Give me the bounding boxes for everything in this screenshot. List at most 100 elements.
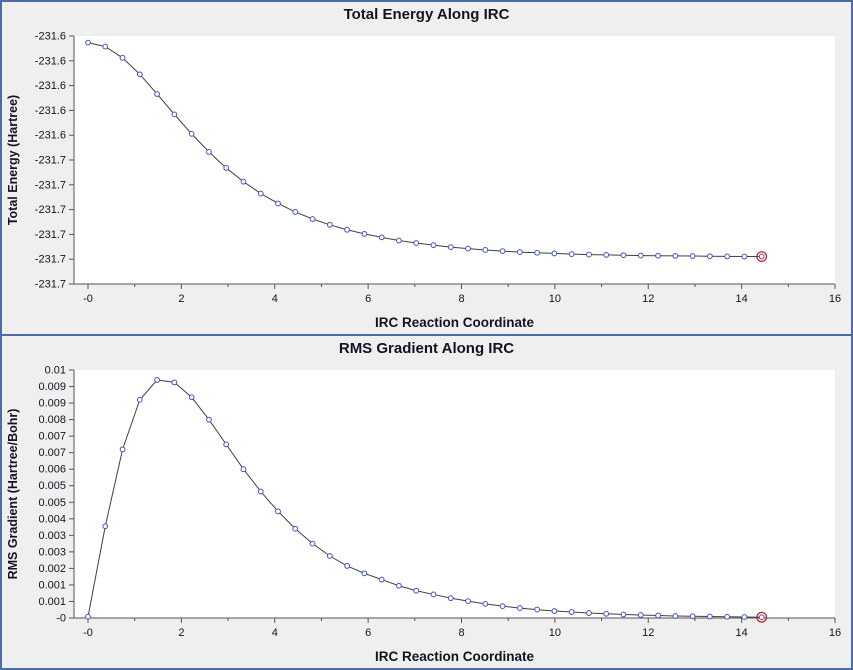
data-point-marker[interactable] (240, 178, 247, 185)
data-point-marker[interactable] (603, 252, 610, 258)
data-point-marker[interactable] (724, 613, 731, 620)
data-point-marker[interactable] (568, 251, 575, 257)
data-point-marker[interactable] (188, 130, 195, 137)
data-point-marker[interactable] (206, 148, 212, 155)
gradient-chart[interactable]: 0.01 0.009 0.009 0.008 0.007 0.007 0.006 0.005 0… (2, 362, 851, 668)
y-tick-label: 0.001 (38, 579, 66, 591)
data-point-marker[interactable] (465, 245, 471, 252)
data-point-marker[interactable] (326, 553, 333, 559)
data-point-marker[interactable] (275, 200, 281, 207)
data-point-marker[interactable] (257, 190, 264, 197)
y-tick-label: -0 (56, 613, 66, 625)
data-point-marker[interactable] (292, 209, 299, 215)
data-point-marker[interactable] (378, 234, 385, 241)
data-point-marker[interactable] (499, 603, 506, 609)
data-point-marker[interactable] (326, 221, 333, 228)
data-point-marker[interactable] (206, 416, 212, 423)
data-point-marker[interactable] (706, 613, 713, 620)
data-point-marker[interactable] (223, 441, 230, 448)
y-tick-label: 0.009 (38, 381, 66, 393)
data-point-marker[interactable] (154, 91, 161, 97)
data-point-marker[interactable] (741, 253, 748, 260)
data-point-marker[interactable] (188, 394, 195, 401)
data-point-marker[interactable] (136, 396, 143, 403)
x-tick-label: 12 (642, 627, 654, 639)
y-axis-title: Total Energy (Hartree) (6, 95, 20, 225)
x-tick-label: 10 (549, 627, 561, 639)
data-point-marker[interactable] (85, 613, 91, 620)
data-point-marker[interactable] (257, 488, 264, 495)
data-point-marker[interactable] (672, 613, 679, 619)
data-point-marker[interactable] (344, 563, 351, 569)
data-point-marker[interactable] (309, 216, 316, 222)
plot-area (74, 36, 835, 284)
data-point-marker[interactable] (516, 605, 523, 611)
data-point-marker[interactable] (413, 587, 420, 594)
data-point-marker[interactable] (534, 249, 541, 256)
data-point-marker[interactable] (551, 250, 558, 257)
data-point-marker[interactable] (655, 252, 661, 259)
total-energy-canvas[interactable]: -231.6 -231.6 -231.6 -231.6 -231.6 -231.7 -231… (2, 28, 851, 334)
data-point-marker[interactable] (586, 610, 592, 616)
data-point-marker[interactable] (758, 614, 765, 621)
data-point-marker[interactable] (361, 570, 368, 577)
data-point-marker[interactable] (344, 226, 351, 233)
data-point-marker[interactable] (85, 39, 91, 46)
data-point-marker[interactable] (447, 244, 454, 251)
data-point-marker[interactable] (396, 237, 402, 244)
data-point-marker[interactable] (396, 582, 402, 589)
data-point-marker[interactable] (482, 600, 489, 607)
data-point-marker[interactable] (465, 598, 471, 605)
data-point-marker[interactable] (447, 595, 454, 602)
data-point-marker[interactable] (171, 111, 178, 118)
data-point-marker[interactable] (292, 525, 299, 532)
data-point-marker[interactable] (154, 377, 161, 383)
data-point-marker[interactable] (534, 606, 541, 613)
y-tick-label: -231.6 (35, 105, 66, 117)
data-point-marker[interactable] (378, 576, 385, 583)
data-point-marker[interactable] (361, 231, 368, 237)
x-tick-label: 8 (458, 293, 464, 305)
y-tick-label: -231.6 (35, 130, 66, 142)
data-point-marker[interactable] (275, 508, 281, 515)
data-point-marker[interactable] (413, 240, 420, 246)
rms-gradient-canvas[interactable]: 0.01 0.009 0.009 0.008 0.007 0.007 0.006 0.005 0… (2, 362, 851, 668)
y-tick-label: 0.002 (38, 563, 66, 575)
x-tick-label: 6 (365, 627, 371, 639)
data-point-marker[interactable] (240, 466, 247, 473)
data-point-marker[interactable] (171, 379, 178, 386)
x-tick-label: 4 (272, 293, 278, 305)
data-point-marker[interactable] (223, 165, 230, 171)
data-point-marker[interactable] (309, 540, 316, 547)
data-point-marker[interactable] (620, 611, 627, 618)
data-point-marker[interactable] (689, 613, 696, 620)
data-point-marker[interactable] (689, 253, 696, 259)
data-point-marker[interactable] (586, 251, 592, 258)
data-point-marker[interactable] (672, 252, 679, 259)
data-point-marker[interactable] (102, 43, 109, 50)
data-point-marker[interactable] (119, 446, 126, 453)
data-point-marker[interactable] (136, 71, 143, 78)
data-point-marker[interactable] (620, 252, 627, 259)
data-point-marker[interactable] (551, 608, 558, 614)
data-point-marker[interactable] (655, 612, 661, 619)
energy-chart[interactable]: -231.6 -231.6 -231.6 -231.6 -231.6 -231.7 -231… (2, 28, 851, 334)
data-point-marker[interactable] (430, 591, 437, 598)
data-point-marker[interactable] (568, 609, 575, 615)
data-point-marker[interactable] (516, 249, 523, 255)
data-point-marker[interactable] (637, 252, 644, 259)
data-point-marker[interactable] (482, 247, 489, 253)
y-tick-label: 0.01 (45, 365, 66, 377)
data-point-marker[interactable] (430, 242, 437, 249)
data-point-marker[interactable] (499, 248, 506, 254)
data-point-marker[interactable] (724, 253, 731, 260)
data-point-marker[interactable] (637, 612, 644, 618)
data-point-marker[interactable] (706, 253, 713, 260)
data-point-marker[interactable] (603, 610, 610, 617)
gradient-chart-title: RMS Gradient Along IRC (338, 340, 515, 357)
data-point-marker[interactable] (119, 54, 126, 61)
x-tick-label: 16 (829, 627, 841, 639)
data-point-marker[interactable] (102, 523, 109, 530)
data-point-marker[interactable] (758, 253, 765, 260)
data-point-marker[interactable] (741, 614, 748, 620)
